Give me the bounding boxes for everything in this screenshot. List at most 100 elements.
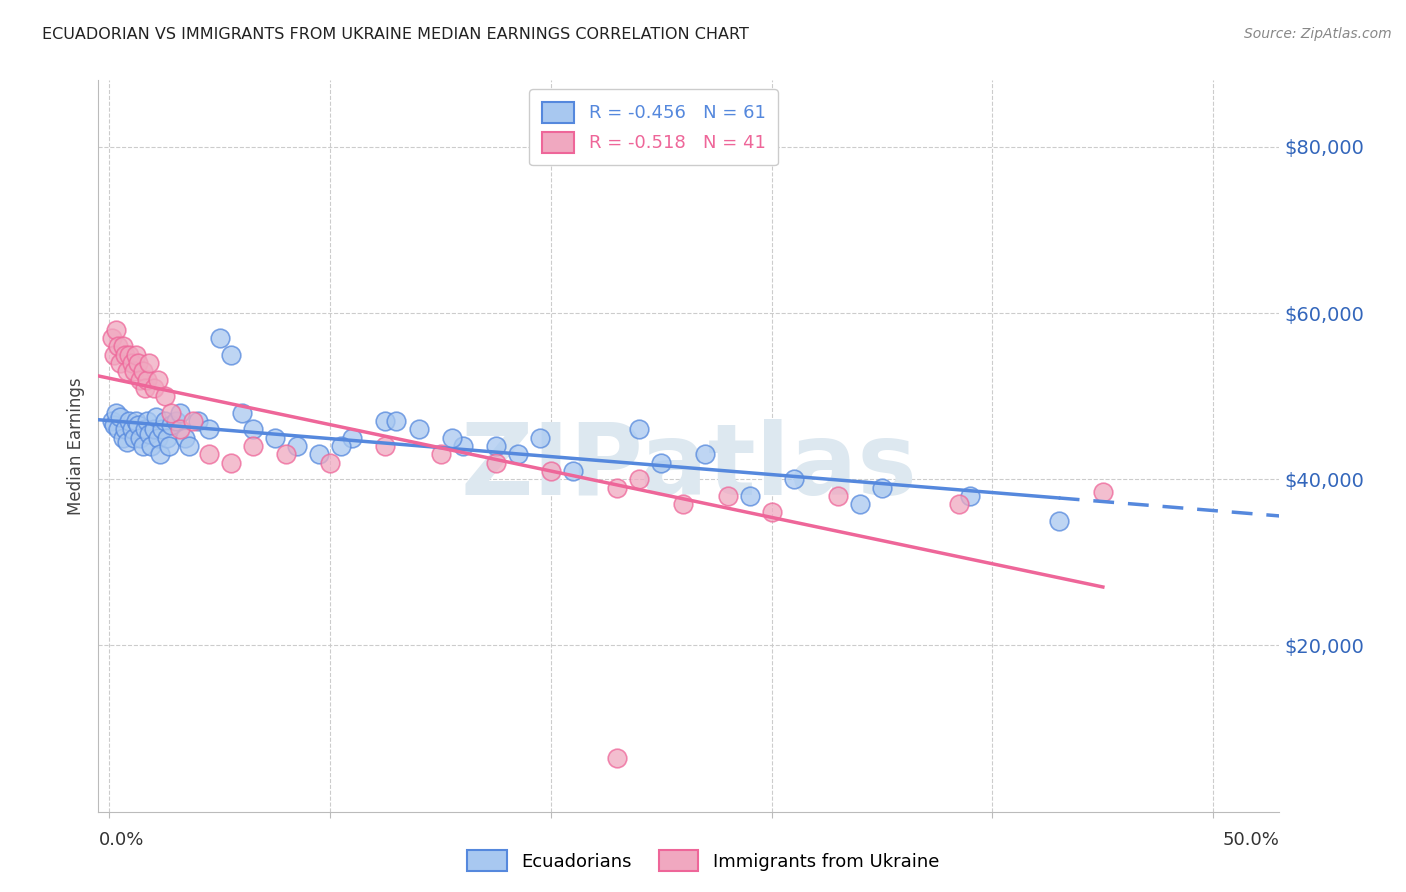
Point bbox=[187, 414, 209, 428]
Point bbox=[122, 364, 145, 378]
Point bbox=[169, 406, 191, 420]
Point bbox=[107, 339, 129, 353]
Point bbox=[103, 418, 125, 433]
Point bbox=[118, 348, 141, 362]
Point bbox=[374, 414, 396, 428]
Point bbox=[131, 364, 153, 378]
Point bbox=[198, 422, 221, 436]
Point bbox=[219, 456, 242, 470]
Point bbox=[650, 456, 672, 470]
Point bbox=[125, 414, 148, 428]
Point bbox=[429, 447, 451, 461]
Point bbox=[136, 414, 159, 428]
Point bbox=[183, 414, 205, 428]
Point bbox=[156, 431, 179, 445]
Point bbox=[134, 381, 156, 395]
Point bbox=[165, 414, 187, 428]
Point bbox=[152, 422, 174, 436]
Point bbox=[319, 456, 342, 470]
Point bbox=[138, 426, 160, 441]
Point bbox=[231, 406, 253, 420]
Point bbox=[506, 447, 529, 461]
Point bbox=[342, 431, 364, 445]
Point bbox=[264, 431, 287, 445]
Point bbox=[374, 439, 396, 453]
Point bbox=[628, 422, 651, 436]
Point bbox=[153, 414, 176, 428]
Point bbox=[695, 447, 717, 461]
Point bbox=[129, 372, 152, 386]
Legend: R = -0.456   N = 61, R = -0.518   N = 41: R = -0.456 N = 61, R = -0.518 N = 41 bbox=[529, 89, 778, 165]
Point bbox=[138, 356, 160, 370]
Text: Source: ZipAtlas.com: Source: ZipAtlas.com bbox=[1244, 27, 1392, 41]
Point bbox=[219, 348, 242, 362]
Point bbox=[849, 497, 872, 511]
Point bbox=[177, 439, 200, 453]
Point bbox=[308, 447, 330, 461]
Point bbox=[562, 464, 585, 478]
Point bbox=[107, 422, 129, 436]
Point bbox=[110, 356, 132, 370]
Point bbox=[100, 414, 122, 428]
Point bbox=[959, 489, 981, 503]
Point bbox=[115, 364, 138, 378]
Y-axis label: Median Earnings: Median Earnings bbox=[67, 377, 86, 515]
Point bbox=[1047, 514, 1070, 528]
Point bbox=[100, 331, 122, 345]
Point bbox=[169, 422, 191, 436]
Point bbox=[827, 489, 849, 503]
Point bbox=[114, 348, 136, 362]
Point bbox=[529, 431, 551, 445]
Point bbox=[485, 439, 508, 453]
Point bbox=[451, 439, 474, 453]
Point bbox=[121, 356, 143, 370]
Point bbox=[127, 356, 149, 370]
Text: ZIPatlas: ZIPatlas bbox=[461, 419, 917, 516]
Point bbox=[948, 497, 970, 511]
Point bbox=[160, 406, 183, 420]
Point bbox=[146, 372, 169, 386]
Point bbox=[153, 389, 176, 403]
Point bbox=[103, 348, 125, 362]
Point bbox=[242, 439, 264, 453]
Point bbox=[242, 422, 264, 436]
Point bbox=[131, 439, 153, 453]
Point bbox=[606, 750, 628, 764]
Point bbox=[105, 323, 128, 337]
Point bbox=[628, 472, 651, 486]
Point bbox=[145, 409, 167, 424]
Point bbox=[408, 422, 430, 436]
Point bbox=[141, 439, 163, 453]
Point bbox=[1091, 484, 1114, 499]
Point bbox=[111, 431, 134, 445]
Point bbox=[440, 431, 463, 445]
Point bbox=[105, 406, 128, 420]
Point bbox=[127, 418, 149, 433]
Point bbox=[125, 348, 148, 362]
Point bbox=[111, 339, 134, 353]
Point bbox=[738, 489, 761, 503]
Point bbox=[122, 431, 145, 445]
Point bbox=[118, 414, 141, 428]
Point bbox=[110, 409, 132, 424]
Point bbox=[672, 497, 695, 511]
Point bbox=[285, 439, 308, 453]
Point bbox=[208, 331, 231, 345]
Point bbox=[485, 456, 508, 470]
Text: 0.0%: 0.0% bbox=[98, 830, 143, 848]
Point bbox=[783, 472, 806, 486]
Point bbox=[385, 414, 408, 428]
Point bbox=[146, 431, 169, 445]
Point bbox=[142, 381, 165, 395]
Point bbox=[149, 447, 172, 461]
Point bbox=[157, 439, 180, 453]
Point bbox=[142, 422, 165, 436]
Point bbox=[716, 489, 738, 503]
Point bbox=[330, 439, 353, 453]
Point bbox=[134, 422, 156, 436]
Text: ECUADORIAN VS IMMIGRANTS FROM UKRAINE MEDIAN EARNINGS CORRELATION CHART: ECUADORIAN VS IMMIGRANTS FROM UKRAINE ME… bbox=[42, 27, 749, 42]
Text: 50.0%: 50.0% bbox=[1223, 830, 1279, 848]
Point bbox=[606, 481, 628, 495]
Point bbox=[173, 431, 195, 445]
Point bbox=[274, 447, 297, 461]
